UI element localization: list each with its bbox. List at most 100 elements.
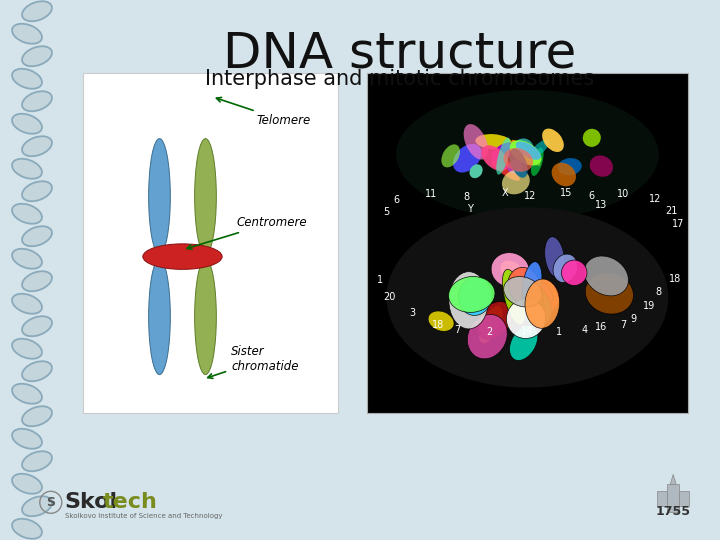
Ellipse shape [552,163,576,186]
Ellipse shape [530,139,549,158]
Text: 7: 7 [621,320,626,330]
Text: 18: 18 [669,274,681,284]
Ellipse shape [22,136,52,156]
Bar [657,491,667,507]
Ellipse shape [491,253,529,287]
Ellipse shape [553,254,577,282]
Ellipse shape [516,141,541,160]
Ellipse shape [507,276,552,325]
Ellipse shape [148,259,171,375]
Text: 21: 21 [665,206,678,215]
Ellipse shape [143,244,222,269]
Ellipse shape [194,139,216,254]
Text: 17: 17 [672,219,684,230]
Ellipse shape [449,276,495,313]
Text: 20: 20 [384,293,396,302]
Ellipse shape [441,144,460,167]
Text: tech: tech [103,492,158,512]
Ellipse shape [525,279,559,328]
Text: 12: 12 [524,191,537,201]
Text: 1: 1 [557,327,562,337]
Ellipse shape [12,159,42,179]
Text: 14: 14 [521,327,534,336]
Text: 1: 1 [377,275,383,286]
Text: 19: 19 [643,301,655,311]
Ellipse shape [542,129,564,152]
Ellipse shape [508,160,523,174]
Text: S: S [46,496,55,509]
Ellipse shape [12,429,42,449]
Ellipse shape [22,1,52,21]
Ellipse shape [22,406,52,426]
Ellipse shape [503,269,526,325]
Ellipse shape [585,273,634,314]
Bar [367,73,688,413]
Text: DNA structure: DNA structure [223,30,576,78]
Ellipse shape [508,267,539,303]
Ellipse shape [506,299,546,339]
Text: Y: Y [467,204,472,214]
Text: Interphase and mitotic chromosomes: Interphase and mitotic chromosomes [205,69,594,89]
Ellipse shape [22,226,52,246]
Polygon shape [670,475,676,484]
Text: 5: 5 [383,207,390,218]
Bar [83,73,338,413]
Ellipse shape [12,294,42,314]
Ellipse shape [514,282,544,316]
Ellipse shape [562,260,587,286]
Ellipse shape [12,114,42,134]
Text: 3: 3 [409,308,415,318]
Ellipse shape [531,147,544,176]
Text: 11: 11 [425,188,438,199]
Ellipse shape [449,279,473,311]
Text: 1755: 1755 [656,505,690,518]
Ellipse shape [513,138,534,159]
Bar [667,484,679,512]
Ellipse shape [148,139,171,254]
Ellipse shape [467,314,508,359]
Text: Centromere: Centromere [187,216,307,249]
Text: Skolkovo Institute of Science and Technology: Skolkovo Institute of Science and Techno… [65,514,222,519]
Ellipse shape [475,134,512,150]
Text: 15: 15 [559,188,572,198]
Ellipse shape [491,160,520,181]
Text: 2: 2 [486,327,492,337]
Ellipse shape [396,90,659,219]
Ellipse shape [22,46,52,66]
Text: X: X [502,188,508,198]
Ellipse shape [584,256,629,296]
Ellipse shape [387,207,668,388]
Text: 10: 10 [617,188,630,199]
Ellipse shape [12,519,42,539]
Text: 8: 8 [464,192,469,202]
Ellipse shape [510,325,538,361]
Text: Skol: Skol [65,492,118,512]
Ellipse shape [12,204,42,224]
Text: 7: 7 [454,325,460,335]
Text: 8: 8 [656,287,662,298]
Ellipse shape [12,474,42,494]
Ellipse shape [22,271,52,291]
Ellipse shape [522,262,542,308]
Ellipse shape [459,277,492,315]
Text: 18: 18 [431,320,444,330]
Ellipse shape [590,156,613,177]
Ellipse shape [12,69,42,89]
Text: Telomere: Telomere [217,97,311,127]
Ellipse shape [428,311,454,332]
Ellipse shape [12,24,42,44]
Text: 6: 6 [393,195,399,206]
Ellipse shape [22,316,52,336]
Ellipse shape [22,451,52,471]
Ellipse shape [500,260,524,282]
Ellipse shape [12,339,42,359]
Text: 16: 16 [595,322,607,332]
Bar [679,491,689,507]
Ellipse shape [510,148,528,178]
Text: 4: 4 [582,326,588,335]
Ellipse shape [22,91,52,111]
Ellipse shape [521,278,553,305]
Ellipse shape [557,158,582,176]
Ellipse shape [464,124,488,159]
Ellipse shape [507,278,559,319]
